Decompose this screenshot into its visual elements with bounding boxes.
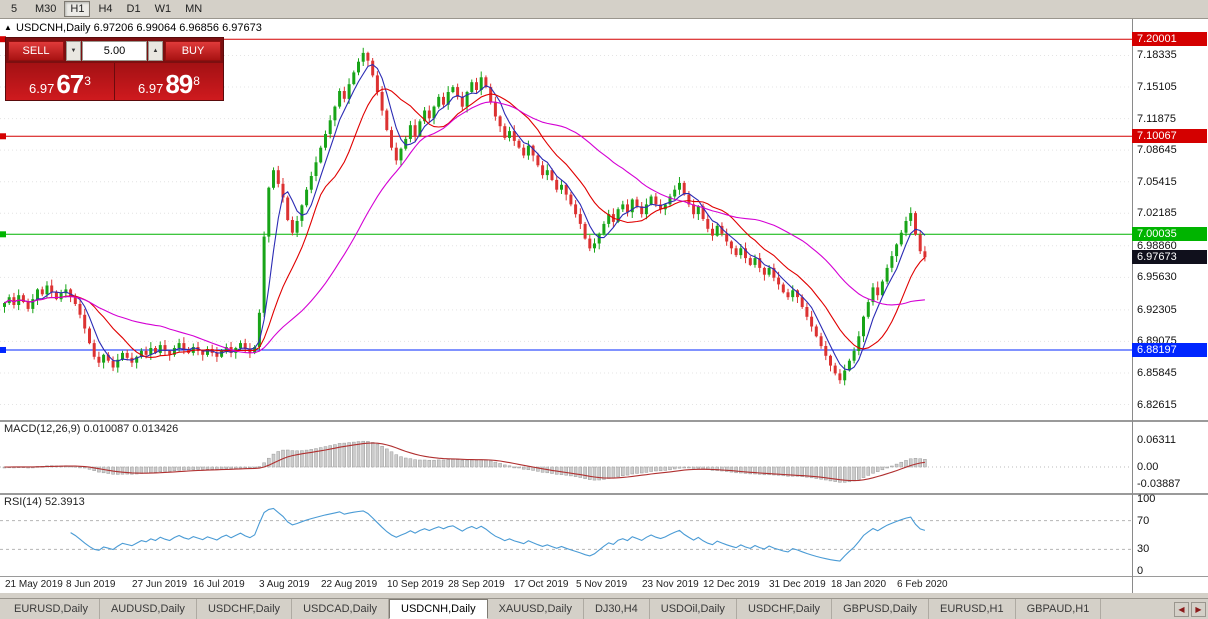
chart-tabs: EURUSD,Daily AUDUSD,Daily USDCHF,Daily USDC…	[3, 599, 1102, 619]
timeframe-button-h1[interactable]: H1	[64, 1, 91, 17]
price-axis-label: 6.82615	[1137, 398, 1177, 411]
date-axis-label: 10 Sep 2019	[387, 579, 444, 590]
chart-tab-gbpusd-daily[interactable]: GBPUSD,Daily	[832, 599, 930, 619]
one-click-trading-panel: SELL ▼ 5.00 ▲ BUY 6.97 67 3 6.97 89 8	[5, 37, 224, 101]
buy-price-sup: 8	[193, 74, 200, 88]
chart-tab-usdcnh-daily[interactable]: USDCNH,Daily	[389, 599, 488, 619]
date-axis-label: 18 Jan 2020	[831, 579, 887, 590]
buy-price[interactable]: 6.97 89 8	[115, 63, 223, 100]
volume-decrease-button[interactable]: ▼	[66, 41, 81, 61]
buy-price-prefix: 6.97	[138, 81, 164, 96]
bottom-tab-bar: EURUSD,Daily AUDUSD,Daily USDCHF,Daily USDC…	[0, 598, 1208, 619]
timeframe-button-h4[interactable]: H4	[98, 3, 113, 15]
macd-splitter[interactable]	[0, 420, 1208, 422]
date-axis-label: 22 Aug 2019	[321, 579, 378, 590]
rsi-label: RSI(14) 52.3913	[4, 496, 85, 508]
tab-scroll-right-button[interactable]: ▶	[1191, 601, 1206, 617]
date-axis-label: 31 Dec 2019	[769, 579, 826, 590]
chart-tab-usdchf-daily[interactable]: USDCHF,Daily	[197, 599, 293, 619]
price-level-tag[interactable]: 7.00035	[1132, 227, 1207, 242]
price-axis-separator	[1132, 19, 1133, 593]
price-axis-label: 6.92305	[1137, 303, 1177, 316]
price-axis: 7.18335 7.15105 7.11875 7.08645 7.05415 7.021…	[1132, 19, 1208, 420]
macd-label: MACD(12,26,9) 0.010087 0.013426	[4, 423, 179, 435]
rsi-axis-label: 30	[1137, 543, 1150, 556]
current-price-tag: 6.97673	[1132, 250, 1207, 265]
chart-tab-gbpaud-h1[interactable]: GBPAUD,H1	[1016, 599, 1102, 619]
chart-tab-eurusd-h1[interactable]: EURUSD,H1	[929, 599, 1016, 619]
buy-price-big: 89	[165, 69, 193, 99]
sell-price-big: 67	[56, 69, 84, 99]
volume-increase-button[interactable]: ▲	[148, 41, 163, 61]
price-axis-label: 7.18335	[1137, 49, 1177, 62]
macd-indicator-pane	[0, 440, 1132, 483]
rsi-axis-label: 70	[1137, 514, 1150, 527]
macd-axis-label: 0.00	[1137, 461, 1159, 473]
timeframe-button-d1[interactable]: D1	[126, 3, 141, 15]
date-axis-label: 17 Oct 2019	[514, 579, 569, 590]
tab-scroll-buttons: ◀ ▶	[1174, 599, 1208, 619]
date-axis-label: 28 Sep 2019	[448, 579, 505, 590]
date-axis-label: 8 Jun 2019	[66, 579, 116, 590]
price-axis-label: 7.08645	[1137, 144, 1177, 157]
date-axis-label: 27 Jun 2019	[132, 579, 188, 590]
macd-axis-label: -0.03887	[1137, 477, 1181, 490]
rsi-axis-label: 100	[1137, 493, 1156, 505]
timeframe-toolbar: 5 M30 H1 H4 D1 W1 MN	[0, 0, 1208, 19]
sell-price-prefix: 6.97	[29, 81, 55, 96]
sell-price[interactable]: 6.97 67 3	[6, 63, 115, 100]
collapse-arrow-icon[interactable]: ▲	[4, 23, 12, 32]
sell-price-sup: 3	[84, 74, 91, 88]
price-level-tag[interactable]: 7.20001	[1132, 32, 1207, 47]
price-axis-label: 6.95630	[1137, 271, 1177, 284]
macd-axis: 0.06311 0.00 -0.03887	[1132, 422, 1208, 493]
timeframe-button-5[interactable]: 5	[10, 3, 18, 15]
chart-window: ▲ USDCNH,Daily 6.97206 6.99064 6.96856 6…	[0, 19, 1208, 593]
rsi-indicator-pane	[0, 507, 1132, 562]
price-axis-label: 7.11875	[1137, 112, 1176, 125]
ohlc-header: USDCNH,Daily 6.97206 6.99064 6.96856 6.9…	[16, 22, 262, 34]
sell-button[interactable]: SELL	[8, 41, 64, 61]
price-axis-label: 6.98860	[1137, 239, 1177, 252]
chart-tab-dj30-h4[interactable]: DJ30,H4	[584, 599, 650, 619]
price-level-tag[interactable]: 6.88197	[1132, 342, 1207, 357]
chart-tab-usdchf-daily[interactable]: USDCHF,Daily	[737, 599, 833, 619]
macd-axis-label: 0.06311	[1137, 433, 1176, 446]
price-axis-label: 7.02185	[1137, 207, 1177, 220]
chart-tab-xauusd-daily[interactable]: XAUUSD,Daily	[488, 599, 584, 619]
volume-input[interactable]: 5.00	[82, 41, 147, 61]
chart-tab-usdcad-daily[interactable]: USDCAD,Daily	[292, 599, 390, 619]
date-axis-label: 16 Jul 2019	[193, 579, 245, 590]
date-axis: 21 May 2019 8 Jun 2019 27 Jun 2019 16 Jul 2…	[0, 577, 1132, 593]
macd-signal-line	[4, 442, 925, 482]
timeframe-button-w1[interactable]: W1	[154, 3, 172, 15]
price-axis-label: 6.85845	[1137, 366, 1177, 379]
chart-tab-usdoil-daily[interactable]: USDOil,Daily	[650, 599, 737, 619]
date-axis-separator	[0, 576, 1208, 577]
moving-average-lines	[4, 63, 926, 371]
date-axis-label: 23 Nov 2019	[642, 579, 699, 590]
volume-stepper: ▼ 5.00 ▲	[66, 41, 163, 61]
date-axis-label: 21 May 2019	[5, 579, 63, 590]
date-axis-label: 6 Feb 2020	[897, 579, 948, 590]
price-axis-label: 7.15105	[1137, 81, 1177, 94]
rsi-axis: 100 70 30 0	[1132, 493, 1208, 577]
rsi-splitter[interactable]	[0, 493, 1208, 495]
rsi-line	[70, 507, 926, 562]
chart-tab-eurusd-daily[interactable]: EURUSD,Daily	[3, 599, 100, 619]
timeframe-button-m30[interactable]: M30	[35, 3, 57, 15]
price-level-tag[interactable]: 7.10067	[1132, 129, 1207, 144]
date-axis-label: 3 Aug 2019	[259, 579, 310, 590]
date-axis-label: 12 Dec 2019	[703, 579, 760, 590]
timeframe-button-mn[interactable]: MN	[185, 3, 203, 15]
macd-histogram	[2, 440, 927, 483]
price-axis-label: 7.05415	[1137, 175, 1177, 188]
buy-button[interactable]: BUY	[165, 41, 221, 61]
date-axis-label: 5 Nov 2019	[576, 579, 628, 590]
chart-tab-audusd-daily[interactable]: AUDUSD,Daily	[100, 599, 197, 619]
candlestick-chart[interactable]	[0, 19, 1132, 420]
rsi-axis-label: 0	[1137, 565, 1144, 577]
tab-scroll-left-button[interactable]: ◀	[1174, 601, 1189, 617]
